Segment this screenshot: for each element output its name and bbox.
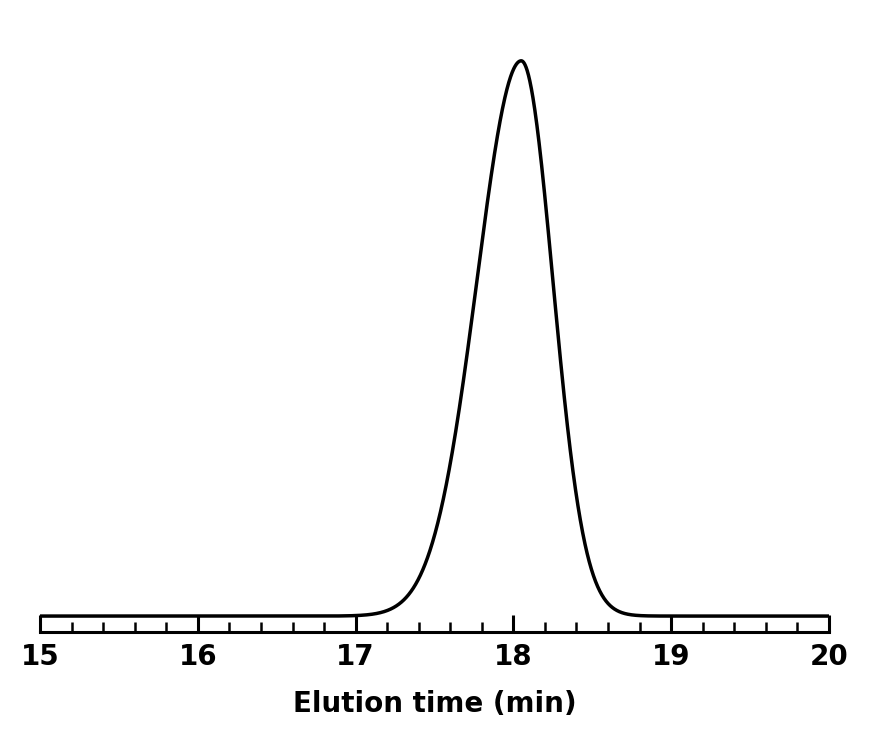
X-axis label: Elution time (min): Elution time (min)	[293, 690, 576, 718]
